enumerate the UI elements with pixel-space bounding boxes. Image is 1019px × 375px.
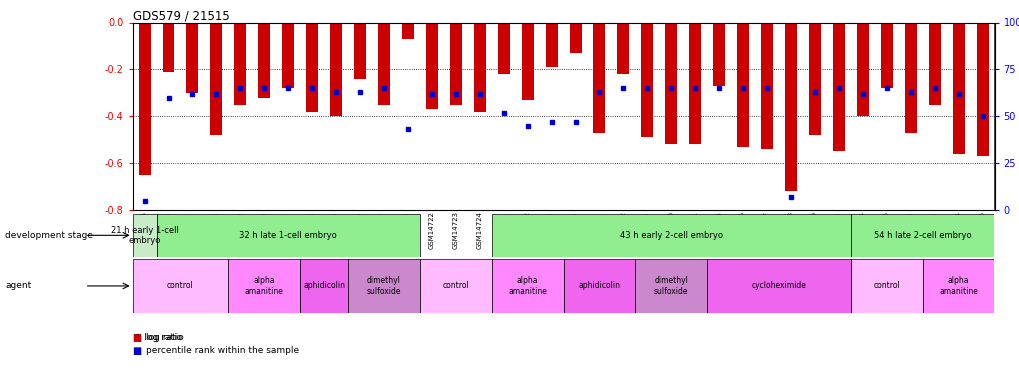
Bar xyxy=(300,259,347,313)
Bar xyxy=(880,22,892,88)
Text: 32 h late 1-cell embryo: 32 h late 1-cell embryo xyxy=(239,231,336,240)
Text: ■: ■ xyxy=(132,346,142,355)
Bar xyxy=(569,22,581,53)
Bar xyxy=(706,259,850,313)
Text: control: control xyxy=(167,281,194,290)
Bar xyxy=(354,22,366,79)
Bar xyxy=(420,259,491,313)
Bar xyxy=(760,22,772,149)
Bar xyxy=(922,259,994,313)
Text: 43 h early 2-cell embryo: 43 h early 2-cell embryo xyxy=(620,231,722,240)
Bar xyxy=(593,22,605,133)
Bar xyxy=(491,259,564,313)
Text: agent: agent xyxy=(5,281,32,290)
Bar xyxy=(347,259,420,313)
Text: alpha
amanitine: alpha amanitine xyxy=(507,276,546,296)
Bar xyxy=(282,22,293,88)
Text: control: control xyxy=(872,281,899,290)
Text: ■ log ratio: ■ log ratio xyxy=(132,333,181,342)
Text: aphidicolin: aphidicolin xyxy=(578,281,620,290)
Bar xyxy=(139,22,151,175)
Text: alpha
amanitine: alpha amanitine xyxy=(938,276,977,296)
Bar xyxy=(975,22,987,156)
Bar xyxy=(449,22,462,105)
Bar xyxy=(210,22,222,135)
Bar xyxy=(856,22,868,116)
Bar xyxy=(808,22,820,135)
Bar xyxy=(132,214,156,257)
Bar xyxy=(952,22,964,154)
Bar xyxy=(521,22,533,100)
Text: alpha
amanitine: alpha amanitine xyxy=(245,276,283,296)
Bar xyxy=(737,22,748,147)
Text: dimethyl
sulfoxide: dimethyl sulfoxide xyxy=(653,276,688,296)
Text: log ratio: log ratio xyxy=(146,333,183,342)
Bar xyxy=(497,22,510,74)
Bar xyxy=(426,22,437,109)
Bar xyxy=(833,22,844,152)
Text: cycloheximide: cycloheximide xyxy=(751,281,806,290)
Bar xyxy=(712,22,725,86)
Bar xyxy=(228,259,300,313)
Bar xyxy=(162,22,174,72)
Bar xyxy=(491,214,850,257)
Bar xyxy=(564,259,635,313)
Text: 54 h late 2-cell embryo: 54 h late 2-cell embryo xyxy=(873,231,970,240)
Text: aphidicolin: aphidicolin xyxy=(303,281,344,290)
Bar xyxy=(850,259,922,313)
Bar xyxy=(156,214,420,257)
Text: control: control xyxy=(442,281,469,290)
Bar xyxy=(258,22,270,98)
Bar xyxy=(401,22,414,39)
Bar xyxy=(545,22,557,67)
Bar xyxy=(850,214,994,257)
Text: dimethyl
sulfoxide: dimethyl sulfoxide xyxy=(367,276,400,296)
Bar xyxy=(785,22,796,191)
Bar xyxy=(473,22,485,112)
Bar xyxy=(689,22,700,144)
Bar xyxy=(306,22,318,112)
Bar xyxy=(378,22,389,105)
Text: 21 h early 1-cell
embryo: 21 h early 1-cell embryo xyxy=(110,226,178,245)
Bar xyxy=(904,22,916,133)
Text: ■: ■ xyxy=(132,333,142,342)
Text: percentile rank within the sample: percentile rank within the sample xyxy=(146,346,299,355)
Text: development stage: development stage xyxy=(5,231,93,240)
Bar xyxy=(664,22,677,144)
Bar xyxy=(330,22,341,116)
Bar xyxy=(186,22,199,93)
Bar xyxy=(927,22,940,105)
Bar xyxy=(641,22,653,137)
Bar xyxy=(616,22,629,74)
Bar xyxy=(635,259,706,313)
Text: GDS579 / 21515: GDS579 / 21515 xyxy=(132,9,229,22)
Bar xyxy=(234,22,246,105)
Bar xyxy=(132,259,228,313)
